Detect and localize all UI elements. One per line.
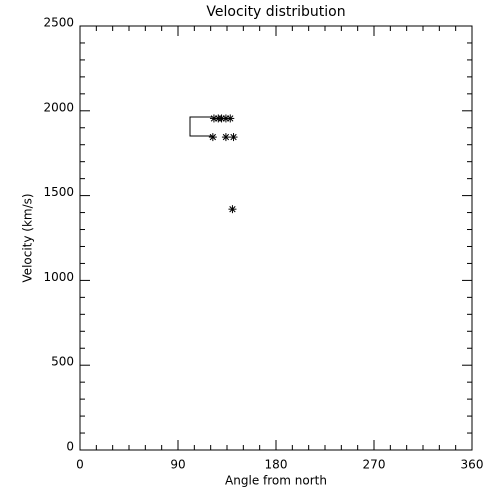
x-tick-label: 90 xyxy=(170,458,185,472)
y-tick-label: 500 xyxy=(51,355,74,369)
y-axis-label: Velocity (km/s) xyxy=(21,193,35,282)
x-tick-label: 360 xyxy=(461,458,484,472)
y-tick-label: 1000 xyxy=(43,270,74,284)
x-axis-label: Angle from north xyxy=(225,474,327,488)
asterisk-stroke xyxy=(209,133,216,141)
bracket xyxy=(189,116,212,137)
plot-frame xyxy=(79,25,473,451)
chart-title: Velocity distribution xyxy=(206,4,345,20)
y-tick-label: 2500 xyxy=(43,16,74,30)
asterisk-stroke xyxy=(227,115,234,122)
asterisk-stroke xyxy=(229,206,236,213)
y-tick-label: 0 xyxy=(66,440,74,454)
asterisk-point xyxy=(208,133,217,142)
y-tick-label: 2000 xyxy=(43,100,74,114)
asterisk-point xyxy=(228,205,237,214)
asterisk-point xyxy=(229,133,238,142)
x-tick-label: 180 xyxy=(265,458,288,472)
x-tick-label: 270 xyxy=(363,458,386,472)
asterisk-stroke xyxy=(222,133,230,141)
y-tick-label: 1500 xyxy=(43,185,74,199)
asterisk-point xyxy=(226,114,235,123)
asterisk-stroke xyxy=(230,133,237,141)
x-tick-label: 0 xyxy=(76,458,84,472)
asterisk-point xyxy=(221,133,230,142)
